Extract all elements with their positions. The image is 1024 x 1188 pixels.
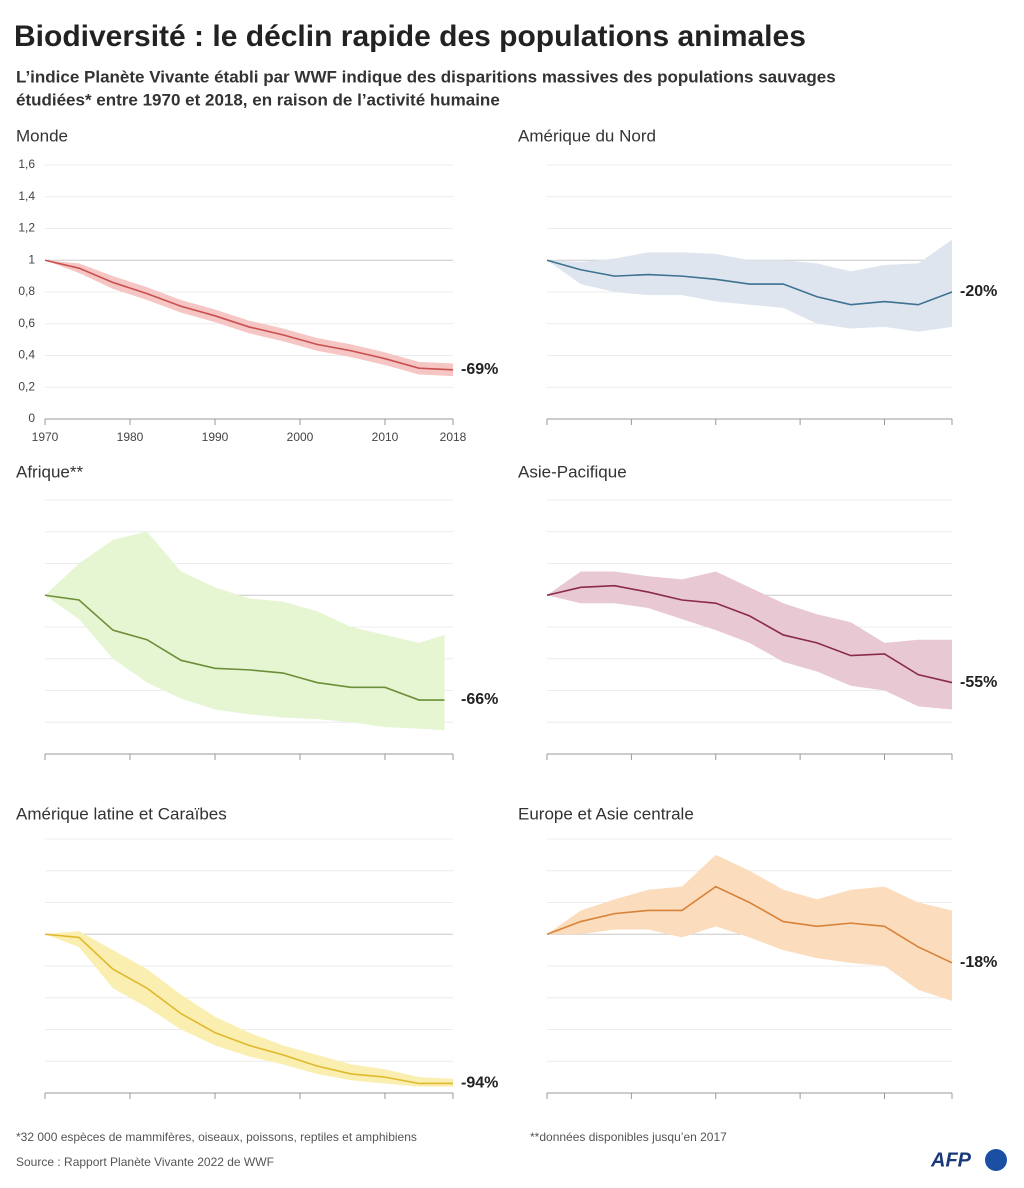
panel-title: Asie-Pacifique xyxy=(518,462,627,481)
y-tick-label: 0,4 xyxy=(18,348,35,362)
y-tick-label: 0 xyxy=(28,411,35,425)
footnote: **données disponibles jusqu’en 2017 xyxy=(530,1130,727,1144)
subtitle: L’indice Planète Vivante établi par WWF … xyxy=(16,67,836,86)
panel-title: Monde xyxy=(16,126,68,145)
index-line xyxy=(44,933,453,1085)
index-line xyxy=(546,584,953,684)
panel-title: Europe et Asie centrale xyxy=(518,804,694,823)
logo: AFP xyxy=(930,1149,972,1171)
end-label: -18% xyxy=(960,954,997,971)
y-tick-label: 1,2 xyxy=(18,221,35,235)
x-tick-label: 2018 xyxy=(440,430,467,444)
title: Biodiversité : le déclin rapide des popu… xyxy=(14,20,806,53)
x-tick-label: 2010 xyxy=(372,430,399,444)
end-label: -55% xyxy=(960,674,997,691)
end-label: -69% xyxy=(461,361,498,378)
y-tick-label: 0,2 xyxy=(18,379,35,393)
confidence-band xyxy=(45,531,445,731)
confidence-band xyxy=(547,854,952,1001)
panel-title: Amérique du Nord xyxy=(518,126,656,145)
source: Source : Rapport Planète Vivante 2022 de… xyxy=(16,1155,274,1169)
y-tick-label: 1 xyxy=(28,252,35,266)
end-label: -66% xyxy=(461,691,498,708)
end-label: -94% xyxy=(461,1075,498,1092)
index-line xyxy=(546,259,953,306)
index-line xyxy=(546,885,953,964)
y-tick-label: 1,4 xyxy=(18,189,35,203)
y-tick-label: 0,8 xyxy=(18,284,35,298)
x-tick-label: 2000 xyxy=(287,430,314,444)
x-tick-label: 1980 xyxy=(117,430,144,444)
panel-title: Afrique** xyxy=(16,462,83,481)
logo-dot xyxy=(985,1149,1007,1171)
confidence-band xyxy=(45,931,453,1087)
subtitle: étudiées* entre 1970 et 2018, en raison … xyxy=(16,90,500,109)
end-label: -20% xyxy=(960,283,997,300)
confidence-band xyxy=(45,260,453,377)
index-line xyxy=(44,594,445,701)
y-tick-label: 1,6 xyxy=(18,157,35,171)
x-tick-label: 1970 xyxy=(32,430,59,444)
x-tick-label: 1990 xyxy=(202,430,229,444)
confidence-band xyxy=(547,571,952,710)
y-tick-label: 0,6 xyxy=(18,316,35,330)
footnote: *32 000 espèces de mammifères, oiseaux, … xyxy=(16,1130,417,1144)
confidence-band xyxy=(547,239,952,332)
panel-title: Amérique latine et Caraïbes xyxy=(16,804,227,823)
index-line xyxy=(44,259,454,371)
